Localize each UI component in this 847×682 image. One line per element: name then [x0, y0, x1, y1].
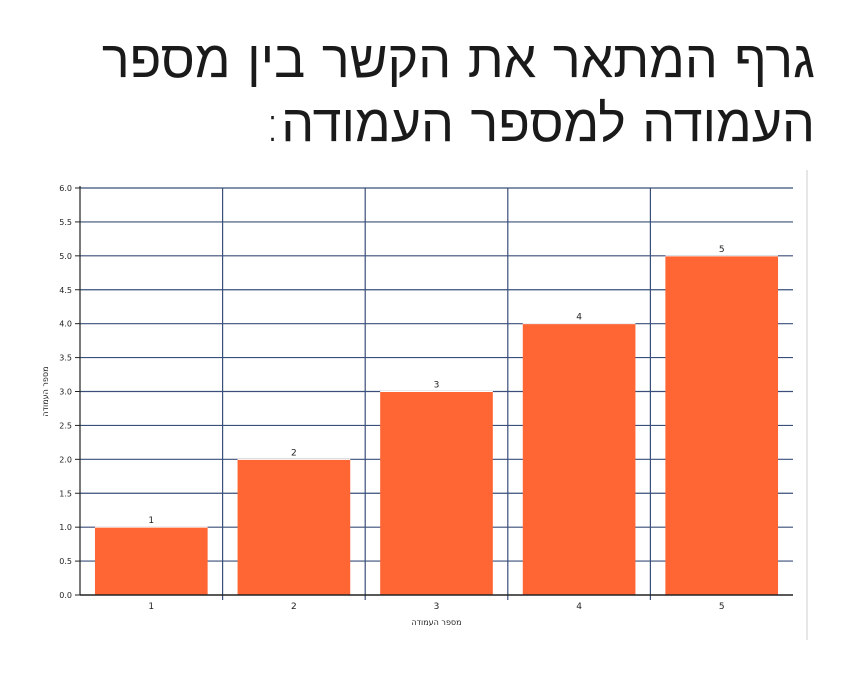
y-tick-label: 0.5	[59, 557, 72, 566]
data-label: 1	[148, 516, 154, 526]
title-line-2: העמודה למספר העמודה:	[263, 94, 815, 154]
y-tick-label: 0.0	[59, 591, 72, 600]
data-label: 5	[719, 245, 725, 255]
bar	[237, 459, 351, 595]
y-tick-label: 1.0	[59, 523, 72, 532]
y-tick-label: 5.5	[59, 218, 72, 227]
y-axis-title: מספר העמודה	[41, 366, 50, 416]
slide-title: גרף המתאר את הקשר בין מספר העמודה למספר …	[25, 28, 815, 156]
title-line-1: גרף המתאר את הקשר בין מספר	[101, 30, 815, 90]
y-tick-label: 3.5	[59, 354, 72, 363]
x-tick-label: 3	[434, 602, 440, 612]
data-label: 2	[291, 448, 297, 458]
bar	[665, 255, 779, 596]
y-tick-label: 3.0	[59, 388, 72, 397]
y-tick-label: 4.5	[59, 286, 72, 295]
y-tick-label: 6.0	[59, 184, 72, 193]
x-tick-label: 4	[576, 602, 582, 612]
x-tick-label: 2	[291, 602, 297, 612]
bar	[522, 323, 636, 595]
bar	[94, 527, 208, 595]
y-tick-label: 2.5	[59, 421, 72, 430]
y-tick-label: 1.5	[59, 489, 72, 498]
bar	[380, 391, 493, 595]
chart-border-edge	[806, 170, 808, 640]
x-tick-label: 5	[719, 602, 725, 612]
data-label: 4	[576, 313, 582, 323]
y-tick-label: 4.0	[59, 320, 72, 329]
x-axis-title: מספר העמודה	[411, 618, 461, 627]
x-tick-label: 1	[148, 602, 154, 612]
data-label: 3	[434, 381, 440, 391]
y-tick-label: 5.0	[59, 252, 72, 261]
y-tick-label: 2.0	[59, 455, 72, 464]
